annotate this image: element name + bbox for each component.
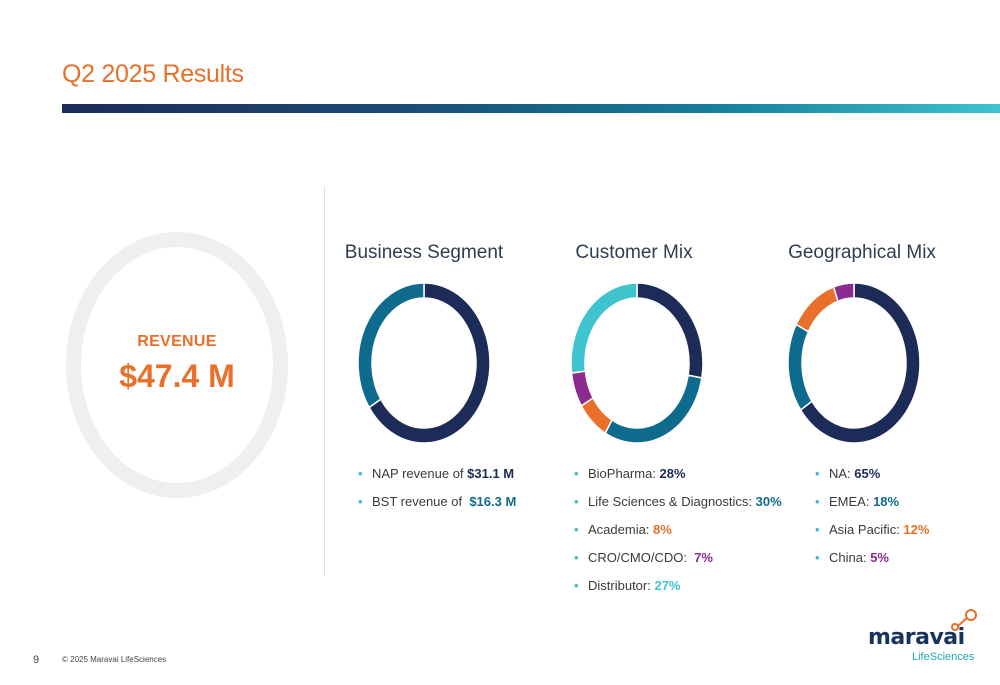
legend-item: China: 5% xyxy=(815,550,929,566)
customer-mix-title: Customer Mix xyxy=(575,242,693,263)
legend-item: Distributor: 27% xyxy=(574,578,782,594)
legend-label: BioPharma: xyxy=(588,466,660,481)
legend-item: BST revenue of $16.3 M xyxy=(358,494,516,510)
legend-value: 27% xyxy=(654,578,681,593)
legend-label: China: xyxy=(829,550,871,565)
section-divider xyxy=(324,186,325,576)
legend-value: 18% xyxy=(873,494,900,509)
donut-slice-asia-pacific xyxy=(795,285,839,333)
logo-molecule-icon xyxy=(951,609,977,631)
business-segment-title: Business Segment xyxy=(344,242,504,263)
customer-mix-legend: BioPharma: 28% Life Sciences & Diagnostic… xyxy=(574,466,782,606)
legend-item: BioPharma: 28% xyxy=(574,466,782,482)
legend-item: Life Sciences & Diagnostics: 30% xyxy=(574,494,782,510)
logo-subtitle: LifeSciences xyxy=(912,651,975,663)
legend-label: Distributor: xyxy=(588,578,655,593)
donut-slice-nap xyxy=(368,283,490,443)
legend-value: 5% xyxy=(870,550,889,565)
geographical-mix-title: Geographical Mix xyxy=(788,242,936,263)
page-title: Q2 2025 Results xyxy=(62,60,244,88)
legend-label: NAP revenue of xyxy=(372,466,468,481)
legend-item: NA: 65% xyxy=(815,466,929,482)
business-segment-donut xyxy=(358,283,490,443)
legend-label: NA: xyxy=(829,466,855,481)
legend-label: Academia: xyxy=(588,522,654,537)
legend-value: 8% xyxy=(653,522,672,537)
legend-item: CRO/CMO/CDO: 7% xyxy=(574,550,782,566)
legend-value: 65% xyxy=(854,466,881,481)
legend-value: 28% xyxy=(659,466,686,481)
legend-value: 12% xyxy=(903,522,930,537)
legend-value: 30% xyxy=(755,494,782,509)
legend-label: CRO/CMO/CDO: xyxy=(588,550,695,565)
geographical-mix-legend: NA: 65% EMEA: 18% Asia Pacific: 12% China: … xyxy=(815,466,929,578)
donut-slice-distributor xyxy=(571,283,638,374)
donut-slice-biopharma xyxy=(636,283,703,379)
donut-slice-emea xyxy=(788,323,813,412)
revenue-value: $47.4 M xyxy=(119,358,235,394)
business-segment-legend: NAP revenue of $31.1 M BST revenue of $16… xyxy=(358,466,516,522)
revenue-label: REVENUE xyxy=(137,333,217,350)
logo-wordmark: maravai xyxy=(868,625,965,650)
legend-value: 7% xyxy=(694,550,713,565)
legend-item: Asia Pacific: 12% xyxy=(815,522,929,538)
legend-item: Academia: 8% xyxy=(574,522,782,538)
legend-label: EMEA: xyxy=(829,494,874,509)
donut-slice-china xyxy=(832,283,855,303)
copyright: © 2025 Maravai LifeSciences xyxy=(62,655,167,664)
legend-item: NAP revenue of $31.1 M xyxy=(358,466,516,482)
legend-label: Life Sciences & Diagnostics: xyxy=(588,494,756,509)
legend-value: $16.3 M xyxy=(469,494,517,509)
page-number: 9 xyxy=(33,654,40,666)
legend-item: EMEA: 18% xyxy=(815,494,929,510)
legend-label: Asia Pacific: xyxy=(829,522,904,537)
title-underline-bar xyxy=(62,104,1000,113)
geographical-mix-donut xyxy=(788,283,920,443)
legend-value: $31.1 M xyxy=(467,466,515,481)
customer-mix-donut xyxy=(571,283,703,443)
donut-slice-bst xyxy=(358,283,425,409)
donut-slice-cro-cmo-cdo xyxy=(571,370,595,407)
donut-slice-life-sciences-diagnostics xyxy=(604,374,703,443)
legend-label: BST revenue of xyxy=(372,494,470,509)
